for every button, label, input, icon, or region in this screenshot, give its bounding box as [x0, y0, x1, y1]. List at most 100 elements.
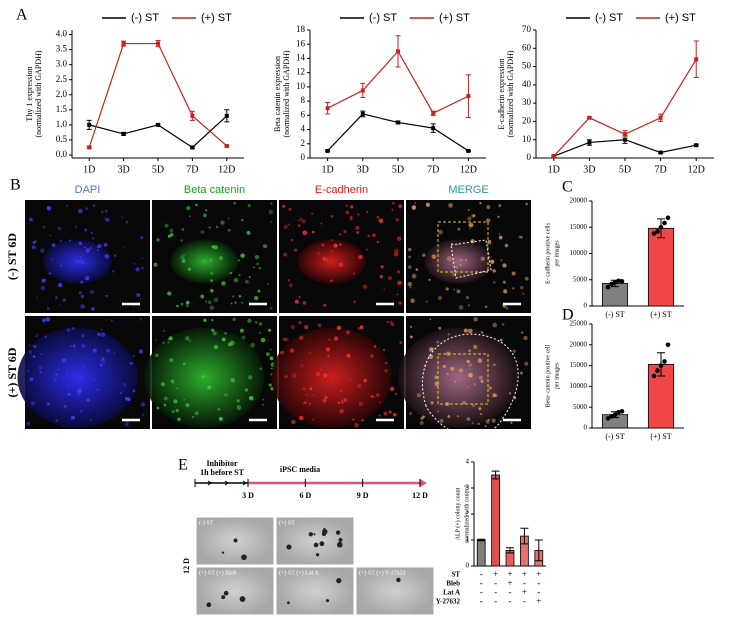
cell [80, 409, 84, 413]
cell [518, 235, 522, 239]
cell [521, 331, 524, 334]
cell [391, 201, 395, 205]
cell [349, 217, 353, 221]
cell [258, 331, 261, 334]
y-axis-label: (normalized with GAPDH) [282, 50, 291, 137]
cell [297, 219, 300, 222]
y-tick-label: 0.0 [56, 149, 68, 159]
cell [407, 281, 413, 287]
cell [89, 289, 95, 295]
cell [260, 337, 266, 343]
cell [336, 325, 342, 331]
cell [468, 227, 471, 230]
y-axis-label: (normalized with GAPDH) [506, 50, 515, 137]
x-tick-label: 5D [619, 164, 631, 175]
colony [336, 578, 342, 584]
cell [138, 349, 144, 354]
colony [315, 553, 320, 557]
colony [239, 596, 246, 602]
cell [267, 282, 270, 285]
cell [259, 367, 263, 371]
cell [343, 398, 348, 402]
alp-image [355, 566, 435, 616]
condition-sign: - [509, 596, 512, 606]
cell [456, 415, 459, 418]
point [121, 131, 126, 136]
cell [103, 242, 108, 247]
micrograph [271, 327, 392, 428]
cell [467, 328, 473, 334]
cell [288, 207, 292, 211]
cell [162, 341, 165, 344]
row-label: (+) ST 6D [5, 347, 19, 397]
cell [522, 292, 525, 295]
cell [503, 289, 508, 294]
cell [156, 354, 159, 357]
line [89, 115, 228, 149]
cell [67, 392, 71, 396]
cell [345, 210, 350, 215]
cell [333, 243, 338, 248]
cell [478, 407, 482, 411]
cell [345, 204, 348, 207]
cell [233, 278, 239, 283]
cell [523, 335, 528, 341]
colony [206, 602, 212, 608]
y-tick-label: 3.0 [56, 59, 68, 69]
cell [299, 335, 304, 340]
cell [333, 336, 339, 341]
cell [446, 256, 452, 261]
cell [283, 224, 288, 230]
cell [42, 278, 46, 283]
cell [254, 254, 260, 260]
cell [133, 262, 136, 265]
cell [420, 416, 424, 420]
cell [218, 256, 223, 261]
y-tick-label: 18 [296, 24, 306, 34]
scale-label: 100 µm [474, 428, 506, 439]
cell [287, 279, 290, 282]
cell [35, 335, 38, 338]
cell [317, 323, 322, 328]
cell [31, 245, 36, 250]
cell [396, 237, 399, 240]
cell [78, 208, 83, 214]
cell [177, 417, 181, 422]
data-point [605, 284, 611, 290]
cell [502, 280, 506, 284]
micrograph [398, 327, 519, 428]
cell [262, 398, 265, 401]
cell [477, 422, 480, 425]
cell [167, 341, 170, 344]
cell [466, 359, 470, 364]
column-header: Beta catenin [184, 184, 245, 196]
cell [57, 368, 60, 371]
cell [436, 340, 440, 344]
cell [458, 368, 463, 373]
cell [210, 289, 214, 293]
cell [54, 296, 58, 300]
cell [203, 318, 207, 322]
cell [80, 259, 85, 265]
cell [72, 344, 76, 348]
point [623, 137, 627, 142]
condition-sign: + [522, 569, 527, 579]
cell [473, 382, 477, 386]
cell [311, 230, 315, 234]
y-tick-label: 0 [527, 152, 532, 162]
point [466, 148, 471, 153]
y-tick-label: 6 [301, 109, 306, 119]
condition-sign: - [537, 578, 540, 588]
cell [320, 222, 323, 225]
cell [232, 317, 236, 321]
cell [211, 318, 214, 322]
cell [410, 325, 413, 328]
x-tick-label: 12D [688, 164, 705, 175]
y-tick-label: 1.5 [56, 104, 68, 114]
colony [396, 577, 401, 583]
cell [69, 344, 73, 348]
cell [100, 328, 103, 331]
cell [492, 393, 497, 398]
arrow [230, 480, 247, 486]
cell [383, 288, 386, 291]
